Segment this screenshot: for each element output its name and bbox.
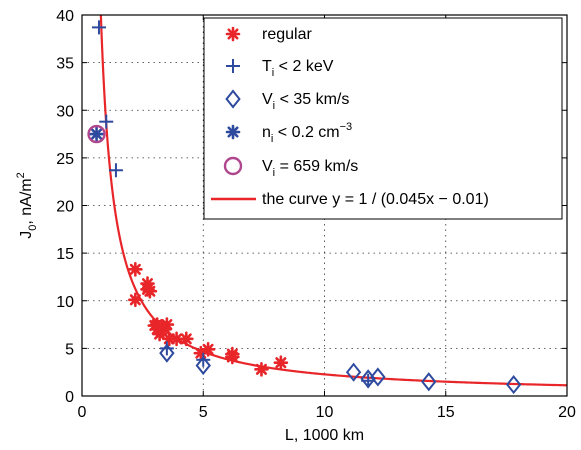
legend-vfast-main: V bbox=[262, 158, 273, 175]
diamond-shape bbox=[225, 89, 241, 109]
asterisk-stroke bbox=[171, 333, 183, 345]
legend-symbol-vi bbox=[225, 89, 241, 109]
y-tick-label: 30 bbox=[56, 103, 74, 120]
point-regular-19 bbox=[273, 355, 289, 370]
y-tick-label: 40 bbox=[56, 8, 74, 25]
legend-vfast-sub: i bbox=[273, 167, 275, 179]
asterisk-stroke bbox=[255, 363, 267, 375]
y-axis-label-sub: 0 bbox=[27, 225, 39, 231]
y-tick-label: 10 bbox=[56, 294, 74, 311]
legend-ti-main: T bbox=[262, 58, 272, 75]
legend: regular Ti < 2 keV Vi < 35 km/s ni < 0.2… bbox=[203, 17, 563, 220]
legend-ni-rest: < 0.2 cm bbox=[273, 124, 339, 141]
legend-vi-main: V bbox=[262, 91, 273, 108]
legend-entry-regular: regular bbox=[262, 26, 312, 43]
point-vi-4 bbox=[370, 367, 386, 387]
y-axis-label-rest: , nA/m bbox=[18, 178, 35, 224]
point-vi-5 bbox=[421, 372, 437, 392]
diamond-shape bbox=[159, 343, 175, 363]
legend-symbol-ni bbox=[225, 124, 241, 140]
asterisk-stroke bbox=[227, 126, 239, 138]
point-vi-2 bbox=[345, 362, 362, 382]
legend-symbols bbox=[211, 26, 256, 201]
axis-ticks bbox=[81, 14, 568, 397]
legend-vi-sub: i bbox=[273, 100, 275, 112]
point-vi-6 bbox=[505, 374, 522, 395]
asterisk-stroke bbox=[129, 294, 141, 306]
x-tick-label: 0 bbox=[78, 404, 87, 421]
asterisk-stroke bbox=[226, 351, 238, 363]
diamond-shape bbox=[345, 362, 362, 382]
point-regular-21 bbox=[147, 318, 163, 333]
x-tick-label: 20 bbox=[558, 404, 576, 421]
asterisk-stroke bbox=[156, 325, 168, 337]
point-vi-1 bbox=[195, 355, 211, 376]
x-tick-label: 15 bbox=[437, 404, 455, 421]
asterisk-stroke bbox=[91, 128, 103, 140]
point-regular-15 bbox=[200, 342, 216, 357]
legend-entry-ni: ni < 0.2 cm−3 bbox=[262, 121, 352, 145]
y-axis-label-sup: 2 bbox=[15, 172, 27, 178]
diamond-shape bbox=[505, 374, 522, 395]
point-regular-0 bbox=[128, 262, 143, 277]
point-vfast-0 bbox=[87, 124, 106, 144]
asterisk-stroke bbox=[180, 333, 192, 345]
y-axis-label-main: J bbox=[18, 231, 35, 239]
legend-ni-sub: i bbox=[271, 133, 273, 145]
data-points-layer bbox=[87, 20, 522, 395]
asterisk-stroke bbox=[275, 357, 287, 369]
y-tick-label: 15 bbox=[56, 246, 74, 263]
point-ti-2 bbox=[108, 163, 123, 178]
x-axis-label: L, 1000 km bbox=[285, 427, 364, 444]
diamond-shape bbox=[421, 372, 437, 392]
legend-entry-vi: Vi < 35 km/s bbox=[262, 91, 349, 112]
tick-labels: 0 5 10 15 20 0 5 10 15 20 25 30 35 40 bbox=[56, 8, 576, 421]
y-tick-label: 25 bbox=[56, 151, 74, 168]
diamond-shape bbox=[195, 355, 211, 376]
legend-ni-sup: −3 bbox=[340, 121, 353, 133]
legend-entry-ti: Ti < 2 keV bbox=[262, 58, 334, 79]
diamond-shape bbox=[370, 367, 386, 387]
asterisk-stroke bbox=[149, 319, 161, 332]
asterisk-stroke bbox=[144, 285, 156, 297]
legend-symbol-regular bbox=[225, 26, 241, 42]
point-regular-18 bbox=[254, 362, 269, 377]
circle-shape bbox=[223, 156, 243, 176]
y-axis-label: J0, nA/m2 bbox=[15, 172, 39, 238]
legend-entry-vfast: Vi = 659 km/s bbox=[262, 158, 358, 179]
legend-box bbox=[203, 17, 563, 220]
y-tick-label: 35 bbox=[56, 56, 74, 73]
point-ti-4 bbox=[196, 352, 211, 367]
circle-shape bbox=[87, 124, 106, 144]
point-ti-0 bbox=[91, 20, 106, 35]
legend-vfast-rest: = 659 km/s bbox=[275, 158, 358, 175]
legend-ti-rest: < 2 keV bbox=[274, 58, 333, 75]
point-regular-4 bbox=[142, 283, 158, 299]
legend-entry-curve: the curve y = 1 / (0.045x − 0.01) bbox=[262, 191, 489, 208]
x-tick-label: 10 bbox=[316, 404, 334, 421]
point-ni-0 bbox=[89, 126, 104, 142]
point-regular-13 bbox=[178, 331, 194, 347]
legend-ni-main: n bbox=[262, 124, 271, 141]
asterisk-stroke bbox=[129, 263, 141, 275]
legend-symbol-vfast bbox=[223, 156, 243, 176]
asterisk-stroke bbox=[227, 28, 239, 40]
point-vi-0 bbox=[159, 343, 175, 363]
y-tick-label: 20 bbox=[56, 199, 74, 216]
x-tick-label: 5 bbox=[199, 404, 208, 421]
point-ti-1 bbox=[99, 114, 114, 129]
point-regular-17 bbox=[225, 349, 240, 365]
y-tick-label: 5 bbox=[65, 341, 74, 358]
legend-ti-sub: i bbox=[272, 67, 274, 79]
point-regular-1 bbox=[128, 292, 143, 308]
asterisk-stroke bbox=[202, 343, 214, 355]
legend-symbol-ti bbox=[226, 59, 240, 73]
legend-vi-rest: < 35 km/s bbox=[275, 91, 349, 108]
y-tick-label: 0 bbox=[65, 389, 74, 406]
